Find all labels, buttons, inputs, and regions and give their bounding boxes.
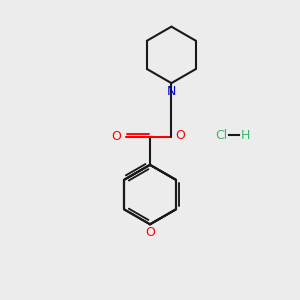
- Text: N: N: [167, 85, 176, 98]
- Text: O: O: [145, 226, 155, 239]
- Text: Cl: Cl: [215, 129, 228, 142]
- Text: O: O: [175, 129, 185, 142]
- Text: O: O: [111, 130, 121, 143]
- Text: H: H: [241, 129, 250, 142]
